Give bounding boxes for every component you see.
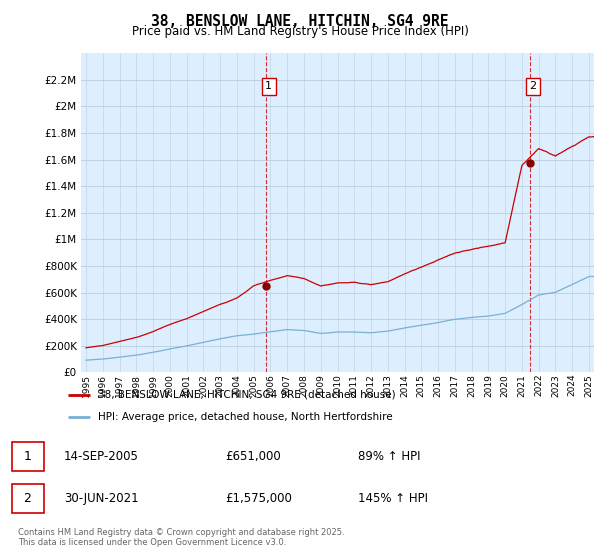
Text: 38, BENSLOW LANE, HITCHIN, SG4 9RE (detached house): 38, BENSLOW LANE, HITCHIN, SG4 9RE (deta… <box>98 390 396 400</box>
Text: 1: 1 <box>23 450 31 463</box>
Text: 1: 1 <box>265 81 272 91</box>
Bar <box>12 442 44 470</box>
Text: 2: 2 <box>529 81 536 91</box>
Text: £1,575,000: £1,575,000 <box>225 492 292 505</box>
Text: 14-SEP-2005: 14-SEP-2005 <box>64 450 139 463</box>
Text: 30-JUN-2021: 30-JUN-2021 <box>64 492 139 505</box>
Text: £651,000: £651,000 <box>225 450 281 463</box>
Text: 38, BENSLOW LANE, HITCHIN, SG4 9RE: 38, BENSLOW LANE, HITCHIN, SG4 9RE <box>151 14 449 29</box>
Text: 2: 2 <box>23 492 31 505</box>
Text: Price paid vs. HM Land Registry's House Price Index (HPI): Price paid vs. HM Land Registry's House … <box>131 25 469 38</box>
Bar <box>12 484 44 512</box>
Text: 89% ↑ HPI: 89% ↑ HPI <box>358 450 420 463</box>
Text: 145% ↑ HPI: 145% ↑ HPI <box>358 492 428 505</box>
Text: Contains HM Land Registry data © Crown copyright and database right 2025.
This d: Contains HM Land Registry data © Crown c… <box>18 528 344 547</box>
Text: HPI: Average price, detached house, North Hertfordshire: HPI: Average price, detached house, Nort… <box>98 412 393 422</box>
